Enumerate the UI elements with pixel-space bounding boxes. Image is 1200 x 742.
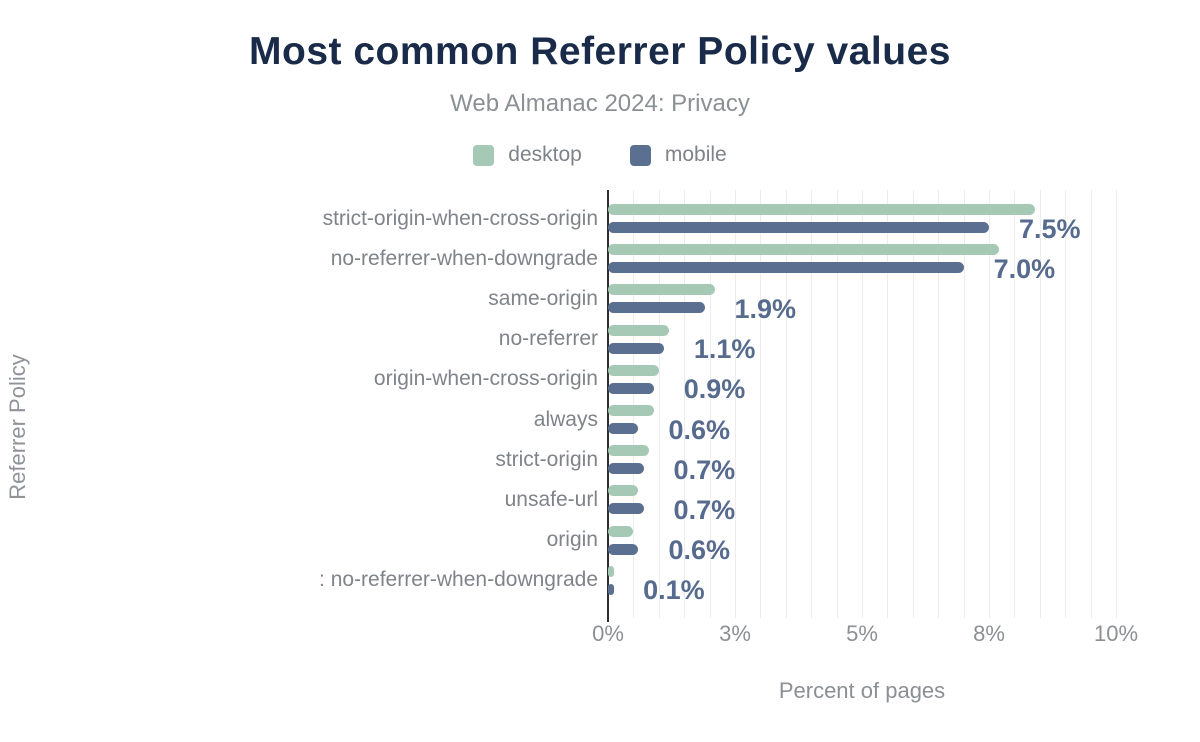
bar-mobile[interactable] [608, 342, 664, 354]
bar-mobile[interactable] [608, 543, 639, 555]
value-label: 1.1% [693, 334, 756, 365]
bar-mobile[interactable] [608, 302, 705, 314]
x-axis-title: Percent of pages [778, 678, 946, 703]
gridline [1039, 190, 1041, 618]
bar-desktop[interactable] [608, 324, 669, 336]
x-tick-label: 0% [592, 621, 624, 646]
gridline [938, 190, 940, 618]
bar-desktop[interactable] [608, 284, 715, 296]
gridline [887, 190, 889, 618]
gridline [785, 190, 787, 618]
bar-mobile[interactable] [608, 222, 989, 233]
value-label: 1.9% [734, 293, 797, 324]
value-label: 7.0% [993, 253, 1056, 284]
bar-mobile[interactable] [608, 382, 654, 394]
legend-item-desktop: desktop [473, 143, 582, 167]
category-label: origin-when-cross-origin [373, 367, 598, 391]
legend-item-mobile: mobile [629, 143, 727, 167]
bar-mobile[interactable] [608, 463, 644, 475]
gridline [709, 190, 711, 618]
category-label: always [533, 407, 598, 431]
x-tick-label: 8% [973, 621, 1005, 646]
x-tick-label: 5% [846, 621, 878, 646]
bar-desktop[interactable] [608, 405, 654, 416]
desktop-swatch-icon [473, 144, 495, 166]
gridline [684, 190, 686, 618]
gridline [836, 190, 838, 618]
bar-mobile[interactable] [608, 503, 644, 515]
gridline [989, 190, 990, 618]
category-label: same-origin [488, 286, 598, 310]
category-label: no-referrer [498, 327, 598, 351]
chart-subtitle: Web Almanac 2024: Privacy [450, 90, 750, 117]
gridline [1065, 190, 1067, 618]
gridline [1014, 190, 1016, 618]
category-label: : no-referrer-when-downgrade [319, 568, 598, 592]
gridline [811, 190, 813, 618]
category-label: origin [546, 528, 598, 552]
mobile-swatch-icon [629, 144, 651, 166]
gridline [912, 190, 914, 618]
value-label: 0.6% [668, 535, 731, 566]
y-axis-line [607, 190, 609, 622]
value-label: 0.7% [673, 454, 736, 485]
legend: desktop mobile [0, 143, 1200, 167]
bar-desktop[interactable] [608, 525, 634, 537]
bar-mobile[interactable] [608, 423, 639, 434]
bar-desktop[interactable] [608, 445, 649, 457]
bar-desktop[interactable] [608, 244, 1000, 256]
gridline [963, 190, 965, 618]
category-label: strict-origin [495, 447, 598, 471]
gridline [1090, 190, 1092, 618]
gridline [633, 190, 635, 618]
gridline [862, 190, 863, 618]
value-label: 7.5% [1019, 213, 1081, 244]
value-label: 0.9% [683, 374, 746, 405]
category-label: unsafe-url [504, 487, 598, 511]
value-label: 0.1% [643, 575, 705, 606]
gridline [735, 190, 736, 618]
gridline [658, 190, 660, 618]
category-label: strict-origin-when-cross-origin [322, 206, 598, 230]
legend-label-mobile: mobile [664, 143, 727, 166]
bar-desktop[interactable] [608, 565, 614, 577]
bar-desktop[interactable] [608, 485, 639, 497]
bar-desktop[interactable] [608, 204, 1035, 215]
bar-mobile[interactable] [608, 583, 614, 595]
bar-mobile[interactable] [608, 262, 964, 274]
value-label: 0.6% [668, 414, 731, 445]
value-label: 0.7% [673, 494, 736, 525]
category-label: no-referrer-when-downgrade [330, 246, 598, 270]
x-tick-label: 10% [1093, 621, 1139, 646]
chart-title: Most common Referrer Policy values [249, 30, 951, 73]
gridline [1116, 190, 1117, 618]
bar-desktop[interactable] [608, 364, 659, 376]
legend-label-desktop: desktop [508, 143, 582, 166]
x-tick-label: 3% [719, 621, 751, 646]
y-axis-title: Referrer Policy [5, 354, 30, 500]
gridline [760, 190, 762, 618]
